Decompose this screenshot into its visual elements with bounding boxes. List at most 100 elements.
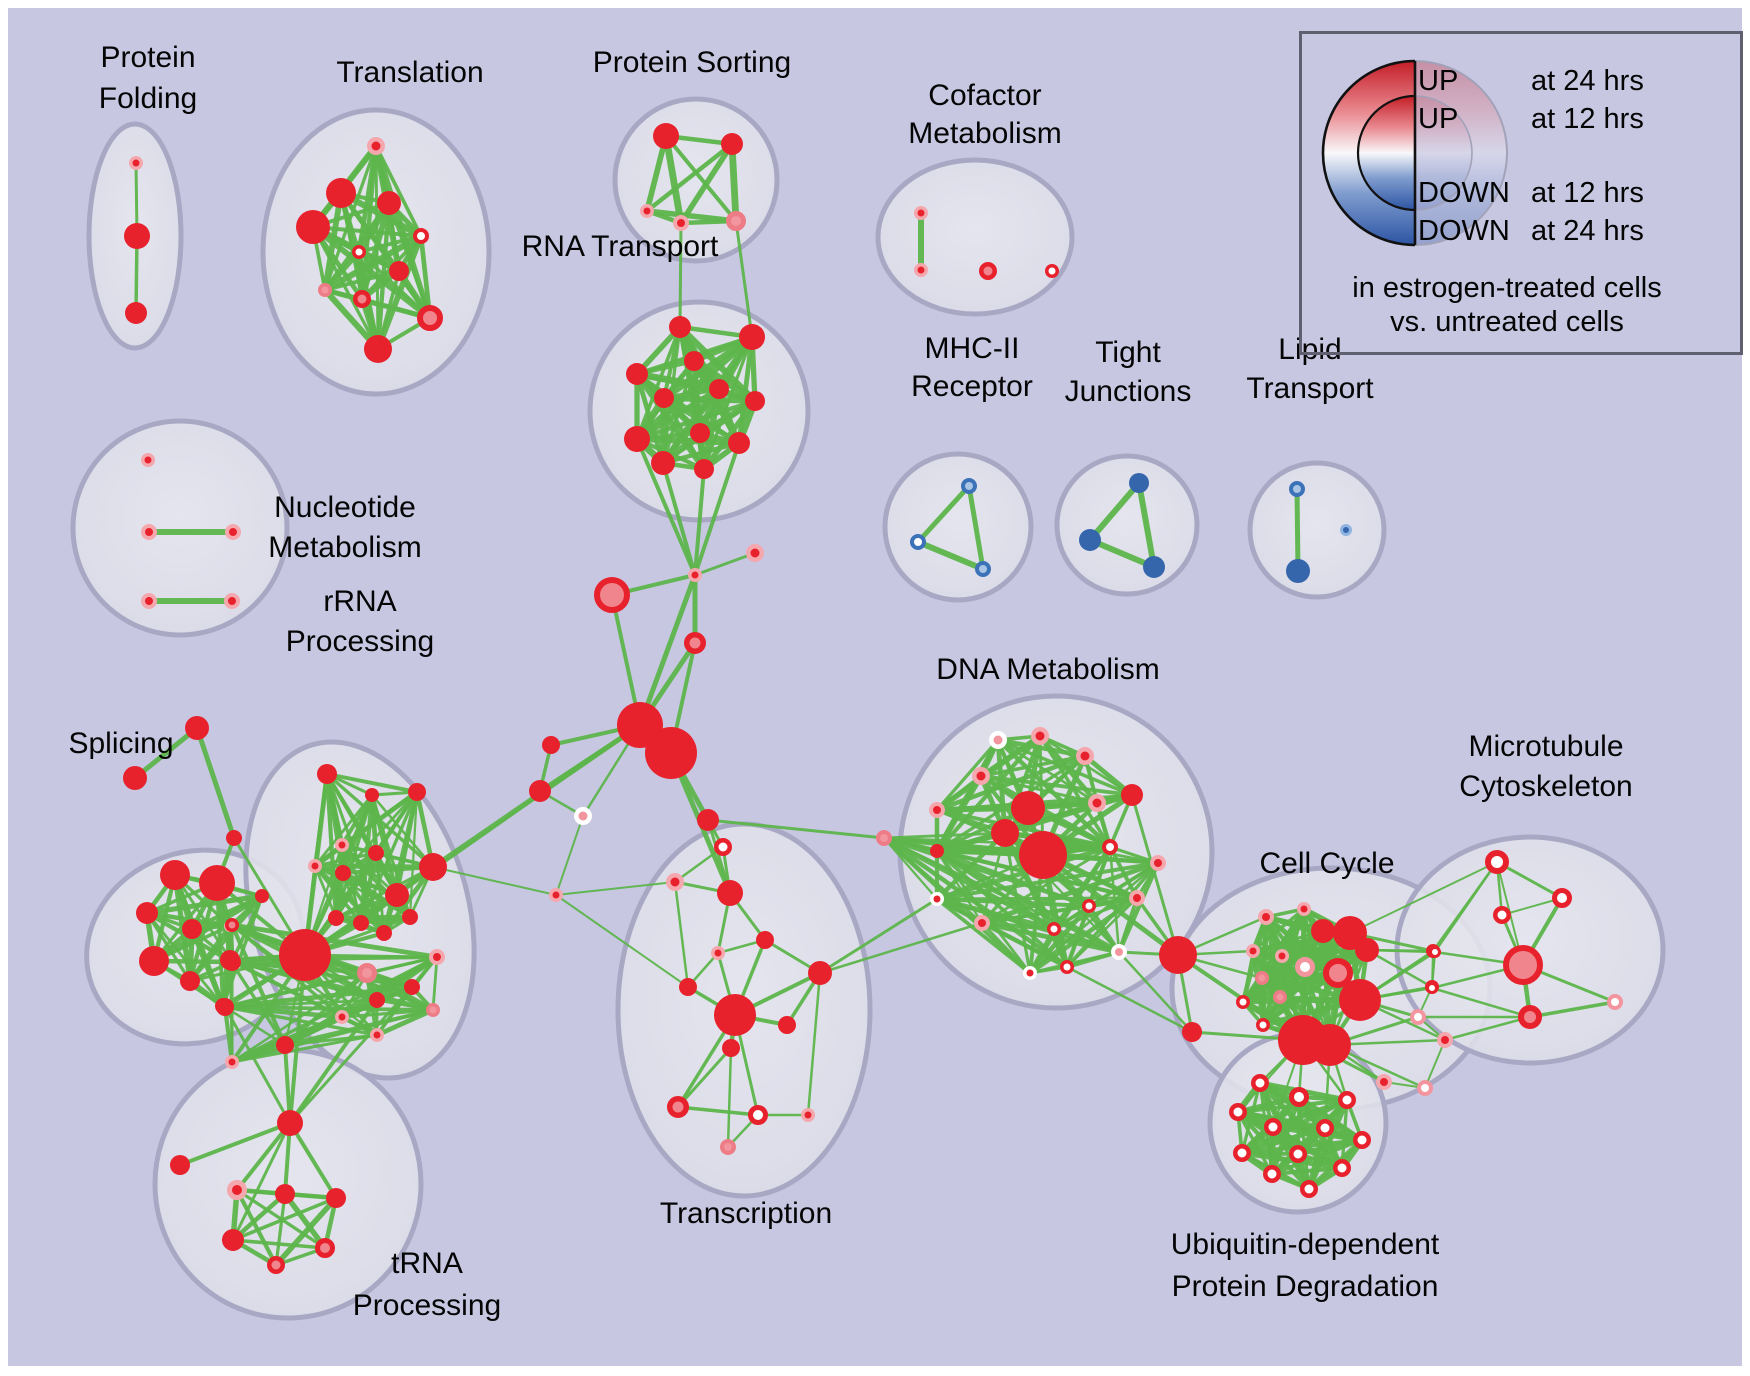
cluster-label-ubiquitin: Ubiquitin-dependent <box>1171 1228 1440 1261</box>
network-edge <box>1251 907 1306 953</box>
gene-node-central <box>549 888 563 902</box>
gene-node-translation <box>413 228 429 244</box>
gene-node-dna <box>1102 839 1118 855</box>
network-edge <box>132 725 200 781</box>
network-edge <box>935 738 1000 812</box>
network-edge <box>194 725 237 841</box>
gene-node-trna <box>277 1110 303 1136</box>
gene-node-ubiquitin <box>1263 1165 1281 1183</box>
network-edge <box>1087 904 1121 954</box>
network-edge <box>231 1238 327 1250</box>
network-edge <box>325 772 419 794</box>
network-edge <box>370 793 435 869</box>
gene-node-dna <box>1031 727 1049 745</box>
network-edge <box>381 789 420 936</box>
network-edge <box>980 845 1112 925</box>
gene-node-protein_sorting <box>640 204 654 218</box>
gene-node-dna <box>1023 966 1037 980</box>
network-edge <box>915 483 972 545</box>
gene-node-microtubule <box>1518 1005 1542 1029</box>
gene-node-rrna <box>279 929 331 981</box>
network-edge <box>734 219 754 339</box>
network-edge <box>1052 927 1121 954</box>
gene-node-rrna <box>404 979 420 995</box>
gene-node-trna <box>227 1180 247 1200</box>
network-edge <box>359 915 412 925</box>
gene-node-rrna <box>216 998 234 1016</box>
gene-node-trna <box>267 1256 285 1274</box>
gene-node-cellcycle <box>1256 1018 1270 1032</box>
network-edge <box>673 880 690 989</box>
cluster-bubble-mhc <box>882 451 1034 603</box>
cluster-label-nucleotide: Metabolism <box>268 531 421 564</box>
gene-node-tight_junctions <box>1143 556 1165 578</box>
gene-node-cellcycle <box>1275 949 1289 963</box>
network-edge <box>311 225 380 351</box>
network-edge <box>223 1005 292 1125</box>
cluster-label-lipid_transport: Transport <box>1246 372 1374 405</box>
network-edge <box>173 873 234 964</box>
cluster-bubble-lipid_transport <box>1247 460 1387 600</box>
legend-gradient-disc <box>1321 59 1508 247</box>
gene-node-cofactor <box>1045 264 1059 278</box>
gene-node-central <box>684 632 706 654</box>
network-edge <box>274 1192 287 1267</box>
gene-node-splicing <box>160 860 190 890</box>
gene-node-microtubule <box>1607 994 1623 1010</box>
gene-node-trna <box>275 1184 295 1204</box>
gene-node-rrna <box>335 865 351 881</box>
network-edge <box>235 1121 292 1192</box>
gene-node-rrna <box>357 963 377 983</box>
cluster-label-cofactor: Metabolism <box>908 117 1061 150</box>
gene-node-tight_junctions <box>1129 473 1149 493</box>
gene-node-cofactor <box>979 262 997 280</box>
gene-node-dna <box>930 892 944 906</box>
network-edge <box>915 539 986 572</box>
gene-node-rrna <box>429 949 445 965</box>
network-edge <box>1424 1039 1446 1089</box>
gene-node-central <box>697 809 719 831</box>
gene-node-transcription <box>722 1039 740 1057</box>
gene-node-cellcycle <box>1339 979 1381 1021</box>
gene-node-central <box>746 544 764 562</box>
gene-node-ubiquitin <box>1353 1131 1371 1149</box>
gene-node-ubiquitin <box>1338 1091 1356 1109</box>
cluster-label-translation: Translation <box>336 56 483 89</box>
gene-node-ubiquitin <box>1300 1180 1318 1198</box>
gene-node-mhc <box>975 561 991 577</box>
gene-node-rrna <box>365 788 379 802</box>
network-edge <box>728 140 740 225</box>
network-edge <box>980 831 1007 925</box>
gene-node-ubiquitin <box>1251 1074 1269 1092</box>
legend-direction-label: DOWN <box>1418 177 1510 209</box>
gene-node-translation <box>352 245 366 259</box>
network-edge <box>818 897 939 975</box>
gene-node-dna <box>1076 747 1094 765</box>
gene-node-protein_sorting <box>721 133 743 155</box>
gene-node-cellcycle <box>1323 958 1353 988</box>
network-edge <box>229 922 440 960</box>
network-edge <box>660 440 742 466</box>
gene-node-rna_transport <box>709 379 729 399</box>
gene-node-mhc <box>961 478 977 494</box>
cluster-bubble-nucleotide <box>70 418 290 638</box>
gene-node-cellcycle <box>1246 944 1260 958</box>
network-edge <box>288 953 307 1125</box>
network-edge <box>144 893 265 916</box>
network-edge <box>980 904 1091 925</box>
gene-node-transcription <box>801 1108 815 1122</box>
gene-node-rrna <box>385 883 409 907</box>
network-edge <box>313 864 338 920</box>
network-edge <box>375 233 424 352</box>
gene-node-protein_folding <box>124 223 150 249</box>
legend-box: UP at 24 hrs UP at 12 hrs DOWN at 12 hrs… <box>1299 31 1743 355</box>
network-edge <box>230 955 439 1064</box>
network-edge <box>637 572 698 728</box>
gene-node-central <box>645 727 697 779</box>
gene-node-cellcycle <box>1182 1022 1202 1042</box>
gene-node-nucleotide <box>141 524 157 540</box>
gene-node-cellcycle <box>1437 1032 1453 1048</box>
network-edge <box>1430 986 1532 1019</box>
gene-node-rrna <box>335 1010 349 1024</box>
